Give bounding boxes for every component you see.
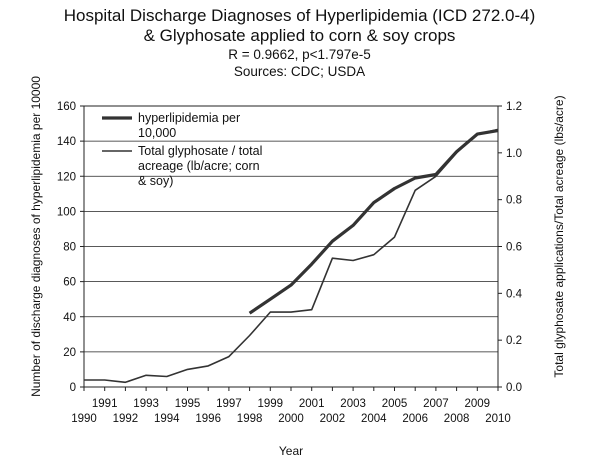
legend: hyperlipidemia per 10,000 Total glyphosa… [102, 111, 262, 188]
x-tick-label-2010: 2010 [485, 413, 511, 425]
y-left-tick-label-60: 60 [63, 277, 76, 289]
x-tick-label-2004: 2004 [361, 413, 387, 425]
y-left-tick-label-20: 20 [63, 347, 76, 359]
y-axis-left-label: Number of discharge diagnoses of hyperli… [29, 76, 43, 397]
x-axis-label: Year [279, 444, 303, 458]
x-tick-label-1994: 1994 [154, 413, 180, 425]
x-tick-label-2001: 2001 [299, 398, 325, 410]
y-right-tick-label-1.0: 1.0 [506, 148, 522, 160]
y-left-tick-label-100: 100 [57, 206, 76, 218]
x-tick-label-2002: 2002 [320, 413, 346, 425]
chart-title-line-1: Hospital Discharge Diagnoses of Hyperlip… [63, 6, 536, 25]
x-tick-label-1999: 1999 [258, 398, 284, 410]
y-right-tick-label-0.4: 0.4 [506, 288, 523, 300]
x-tick-label-1995: 1995 [175, 398, 201, 410]
legend-label-hyperlipidemia-line-2: 10,000 [138, 126, 176, 140]
y-right-tick-label-1.2: 1.2 [506, 101, 522, 113]
y-right-tick-label-0.6: 0.6 [506, 242, 522, 254]
chart-title-line-2: & Glyphosate applied to corn & soy crops [143, 26, 456, 45]
x-tick-label-2007: 2007 [423, 398, 449, 410]
y-right-tick-label-0.0: 0.0 [506, 382, 522, 394]
x-tick-label-1990: 1990 [71, 413, 97, 425]
x-tick-label-1993: 1993 [133, 398, 159, 410]
x-tick-label-2000: 2000 [278, 413, 304, 425]
chart-subtitle-line-1: R = 0.9662, p<1.797e-5 [228, 47, 371, 62]
series-lines [83, 128, 499, 384]
y-left-tick-label-0: 0 [70, 382, 76, 394]
y-left-tick-label-140: 140 [57, 136, 76, 148]
legend-label-hyperlipidemia-line-1: hyperlipidemia per [138, 111, 240, 125]
legend-label-glyphosate-line-3: & soy) [138, 174, 173, 188]
y-left-tick-label-120: 120 [57, 171, 76, 183]
y-left-tick-label-80: 80 [63, 242, 76, 254]
series-line-hyperlipidemia [248, 129, 499, 315]
x-tick-label-2009: 2009 [465, 398, 491, 410]
x-tick-label-1998: 1998 [237, 413, 263, 425]
x-tick-label-1992: 1992 [113, 413, 139, 425]
y-left-tick-label-160: 160 [57, 101, 76, 113]
x-tick-label-1997: 1997 [216, 398, 242, 410]
x-tick-label-1996: 1996 [195, 413, 221, 425]
y-axis-right-label: Total glyphosate applications/Total acre… [552, 95, 566, 377]
x-tick-label-2006: 2006 [402, 413, 428, 425]
y-left-tick-label-40: 40 [63, 312, 76, 324]
x-tick-label-2003: 2003 [340, 398, 366, 410]
series-line-glyphosate [84, 128, 499, 384]
legend-label-glyphosate-line-2: acreage (lb/acre; corn [138, 159, 260, 173]
chart-subtitle-line-2: Sources: CDC; USDA [233, 64, 366, 79]
chart-title-block: Hospital Discharge Diagnoses of Hyperlip… [0, 6, 599, 80]
axis-ticks: 0 20 40 60 80 100 120 140 160 0.0 0.2 0.4 0.6 0.8 1.0 1… [57, 101, 523, 425]
x-tick-label-2008: 2008 [444, 413, 470, 425]
x-tick-label-1991: 1991 [92, 398, 118, 410]
legend-label-glyphosate-line-1: Total glyphosate / total [138, 144, 262, 158]
y-right-tick-label-0.8: 0.8 [506, 195, 522, 207]
x-tick-label-2005: 2005 [382, 398, 408, 410]
y-right-tick-label-0.2: 0.2 [506, 335, 522, 347]
